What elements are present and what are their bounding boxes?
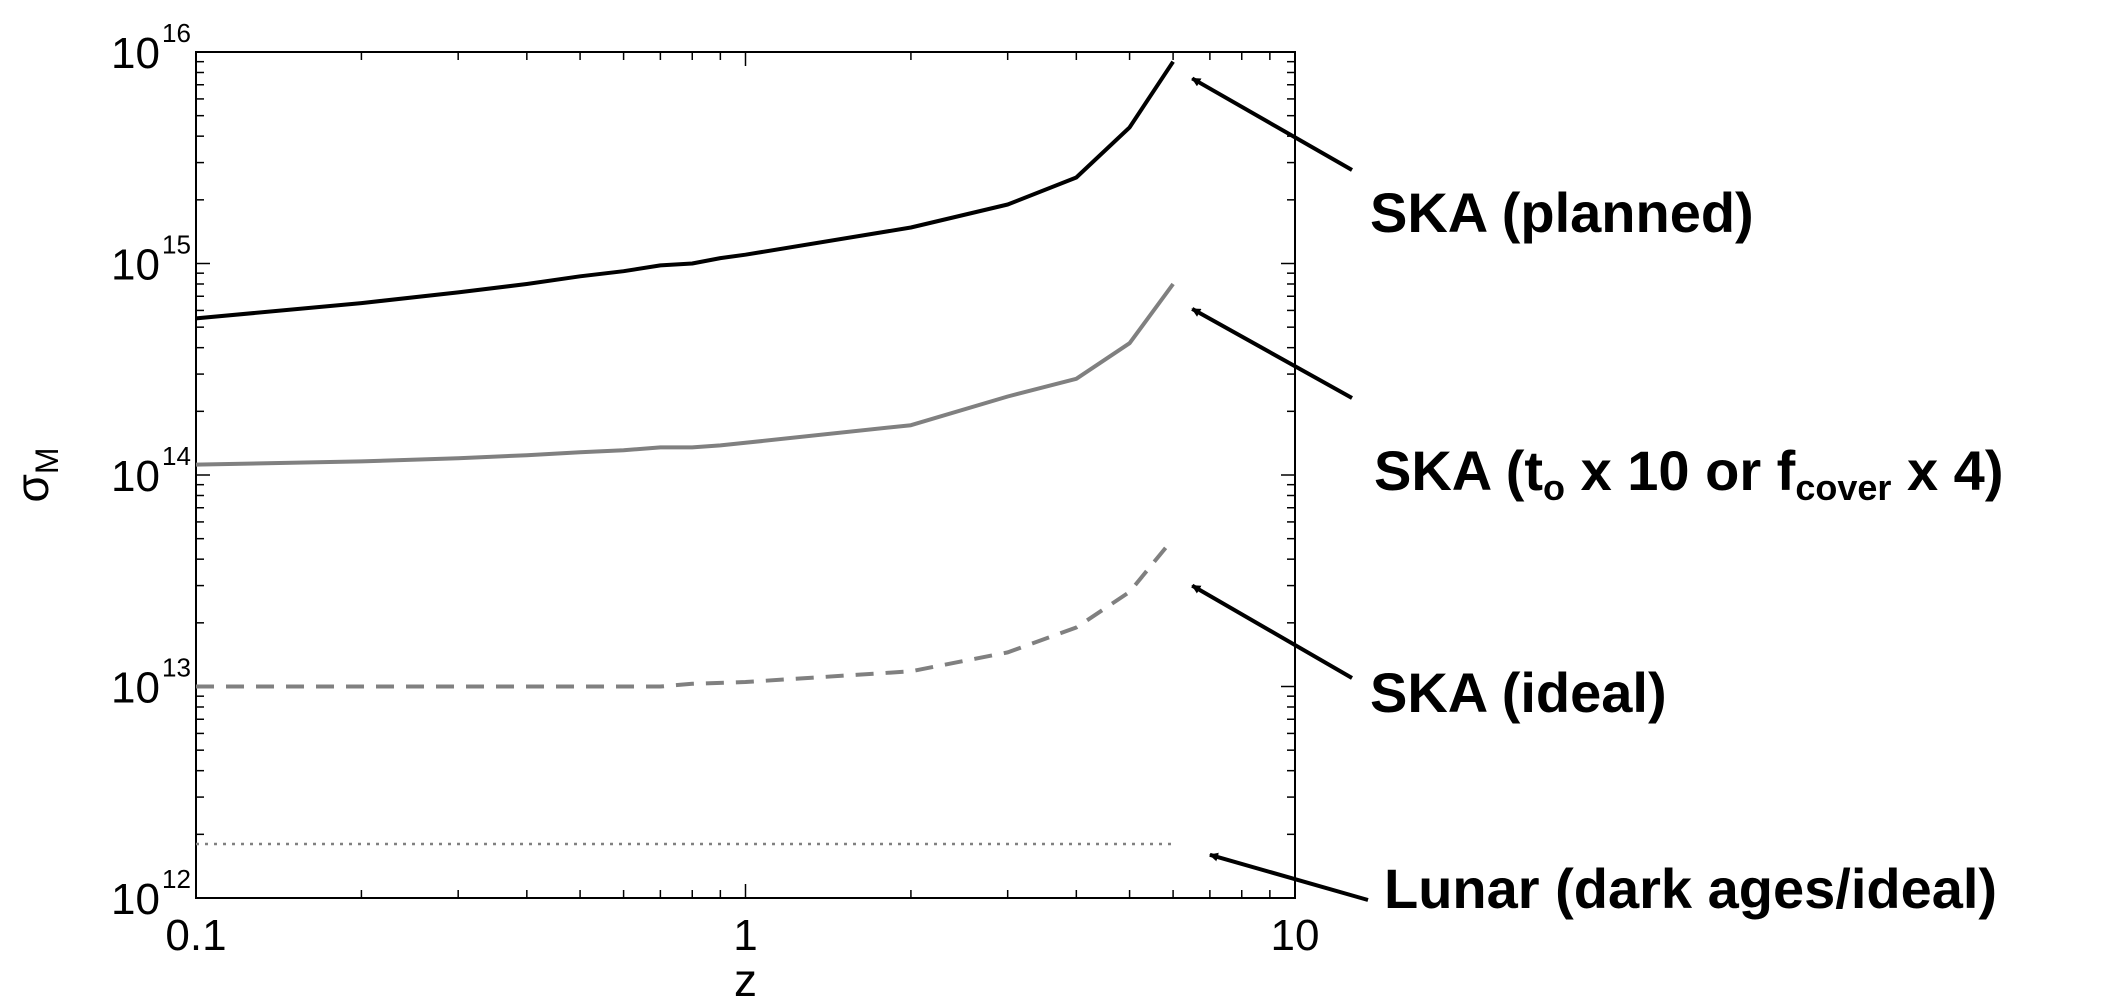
- series-group: [195, 60, 1175, 846]
- y-tick-exponent: 16: [162, 18, 191, 48]
- annotation-arrow-2: [1191, 307, 1353, 400]
- series-line-1: [195, 60, 1175, 321]
- plot-frame: [195, 51, 1296, 899]
- y-tick-exponent: 15: [162, 230, 191, 260]
- y-tick-label: 10: [111, 29, 160, 78]
- annotation-label-3: SKA (ideal): [1370, 661, 1667, 724]
- y-tick-exponent: 13: [162, 653, 191, 683]
- axis-ticks: [195, 52, 1295, 899]
- annotation-arrow-1: [1191, 76, 1353, 172]
- y-tick-label: 10: [111, 452, 160, 501]
- x-tick-label: 10: [1271, 911, 1320, 960]
- y-tick-label: 10: [111, 664, 160, 713]
- series-line-2: [195, 282, 1175, 467]
- x-tick-label: 0.1: [165, 911, 226, 960]
- annotation-label-1: SKA (planned): [1370, 181, 1754, 244]
- y-axis-label: σM: [6, 447, 65, 502]
- y-tick-label: 10: [111, 241, 160, 290]
- annotation-label-2: SKA (to x 10 or fcover x 4): [1374, 439, 2003, 508]
- y-tick-exponent: 14: [162, 441, 191, 471]
- series-line-3: [196, 537, 1175, 689]
- annotations: SKA (planned) SKA (to x 10 or fcover x 4)…: [1191, 76, 2003, 920]
- x-axis-label: z: [734, 954, 757, 998]
- x-tick-label: 1: [733, 911, 757, 960]
- y-tick-exponent: 12: [162, 864, 191, 894]
- annotation-arrow-4: [1209, 852, 1369, 902]
- annotation-label-4: Lunar (dark ages/ideal): [1384, 857, 1997, 920]
- annotation-arrow-3: [1191, 583, 1354, 680]
- plot-area-border: [195, 51, 1296, 899]
- y-tick-label: 10: [111, 875, 160, 924]
